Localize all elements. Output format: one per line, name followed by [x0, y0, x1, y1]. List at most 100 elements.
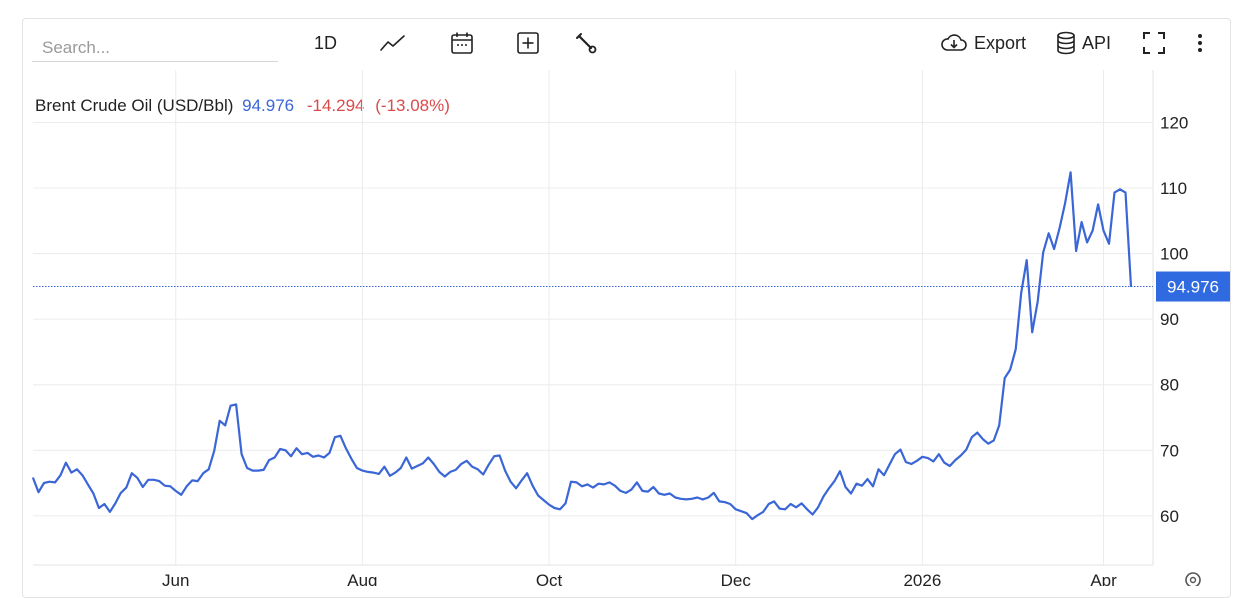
price-point: [998, 424, 1000, 426]
price-point: [1048, 232, 1050, 234]
price-point: [685, 498, 687, 500]
more-options-button[interactable]: [1192, 30, 1208, 56]
price-point: [537, 494, 539, 497]
price-point: [592, 487, 594, 489]
price-point: [427, 456, 429, 459]
price-point: [284, 449, 287, 451]
price-point: [757, 514, 759, 516]
price-point: [888, 464, 891, 466]
price-point: [1042, 251, 1044, 253]
price-point: [1037, 300, 1039, 302]
x-tick-label: Apr: [1090, 571, 1117, 586]
price-point: [828, 487, 830, 489]
price-point: [932, 460, 935, 462]
export-button[interactable]: Export: [940, 30, 1026, 56]
price-point: [938, 453, 940, 455]
price-point: [883, 474, 885, 476]
price-point: [92, 492, 94, 495]
search-input[interactable]: [32, 34, 278, 62]
price-point: [312, 456, 314, 458]
price-point: [416, 465, 418, 467]
price-point: [1015, 348, 1017, 350]
price-chart[interactable]: Jun Aug Oct Dec 2026 Apr 60 70 80 90 100 110 120 94…: [0, 0, 1253, 586]
price-point: [208, 468, 210, 470]
price-point: [801, 502, 803, 504]
chart-legend: Brent Crude Oil (USD/Bbl) 94.976 -14.294…: [35, 96, 450, 116]
price-point: [59, 474, 62, 476]
price-point: [735, 508, 737, 510]
price-point: [433, 463, 435, 465]
price-point: [504, 470, 506, 472]
x-tick-label: Aug: [347, 571, 377, 586]
price-point: [899, 449, 902, 451]
y-tick-label: 100: [1160, 245, 1188, 264]
y-tick-label: 120: [1160, 113, 1188, 132]
price-point: [81, 474, 83, 476]
period-1d-button[interactable]: 1D: [314, 30, 337, 56]
price-point: [438, 471, 440, 473]
price-point: [713, 492, 715, 494]
fullscreen-button[interactable]: [1142, 30, 1166, 56]
date-range-button[interactable]: [450, 30, 474, 56]
price-point: [614, 485, 616, 487]
add-indicator-button[interactable]: [516, 30, 540, 56]
calendar-icon: [451, 32, 473, 54]
price-point: [70, 472, 72, 474]
price-point: [471, 466, 473, 468]
price-point: [339, 435, 341, 437]
price-point: [965, 449, 967, 451]
price-point: [257, 470, 259, 472]
chart-settings-button[interactable]: [574, 30, 598, 56]
price-point: [790, 503, 792, 505]
price-point: [328, 452, 331, 454]
price-point: [707, 496, 709, 499]
database-icon: [1057, 31, 1075, 55]
period-label: 1D: [314, 32, 338, 53]
price-point: [109, 511, 111, 513]
price-point: [48, 481, 51, 483]
price-point: [905, 461, 907, 463]
price-point: [680, 498, 682, 500]
price-point: [493, 455, 495, 457]
price-point: [575, 481, 578, 483]
price-point: [180, 494, 182, 496]
price-point: [641, 490, 644, 492]
price-point: [872, 485, 874, 487]
api-button[interactable]: API: [1056, 30, 1111, 56]
price-point: [153, 479, 155, 481]
price-point: [488, 464, 490, 466]
price-point: [1059, 227, 1061, 229]
price-point: [817, 506, 819, 508]
price-point: [120, 492, 122, 494]
last-price-tag-text: 94.976: [1167, 278, 1219, 297]
legend-change: -14.294: [306, 96, 365, 115]
gear-icon[interactable]: [1185, 572, 1201, 586]
price-point: [839, 470, 841, 472]
price-point: [191, 479, 193, 481]
price-point: [131, 472, 133, 474]
price-point: [718, 500, 720, 502]
price-point: [367, 471, 369, 473]
price-point: [597, 483, 600, 485]
price-point: [361, 470, 363, 472]
horizontal-gridlines: [33, 121, 1153, 517]
price-point: [422, 462, 424, 464]
price-point: [696, 496, 698, 499]
price-point: [949, 465, 951, 467]
price-point: [543, 499, 545, 501]
price-point: [564, 502, 567, 504]
price-point: [32, 477, 34, 479]
price-point: [164, 485, 166, 487]
price-point: [532, 485, 534, 487]
chart-type-button[interactable]: [380, 30, 406, 56]
plus-square-icon: [517, 32, 539, 54]
y-tick-label: 90: [1160, 310, 1179, 329]
vertical-dots-icon: [1198, 34, 1202, 52]
price-point: [378, 473, 380, 475]
price-point: [142, 486, 144, 488]
price-point: [982, 438, 984, 440]
price-point: [1026, 259, 1028, 261]
price-point: [334, 436, 336, 438]
price-point: [619, 490, 622, 492]
price-point: [356, 467, 358, 469]
